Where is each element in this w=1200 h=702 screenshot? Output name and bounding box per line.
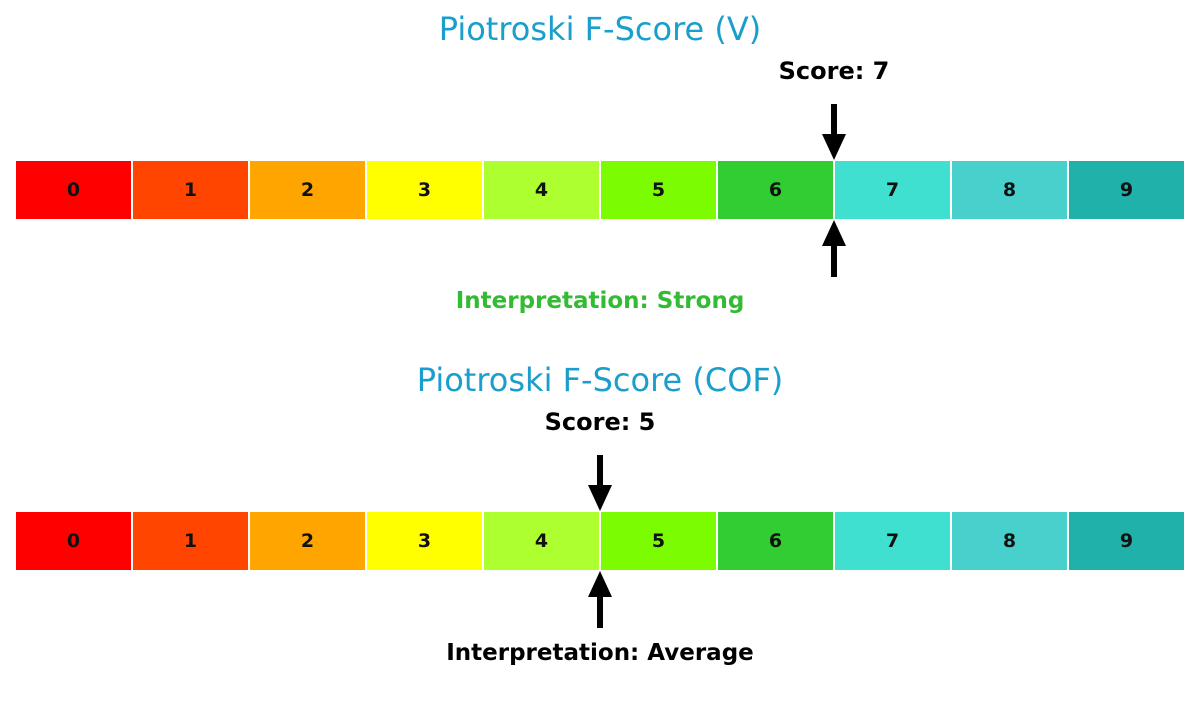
segment-5: 5 [601, 512, 718, 570]
segment-1: 1 [133, 512, 250, 570]
segment-0: 0 [16, 161, 133, 219]
score-bar-cof: 0 1 2 3 4 5 6 7 8 9 [16, 512, 1184, 570]
score-label-cof: Score: 5 [544, 408, 656, 436]
segment-8: 8 [952, 512, 1069, 570]
segment-7: 7 [835, 512, 952, 570]
segment-6: 6 [718, 161, 835, 219]
up-arrow-icon [587, 571, 613, 628]
interpretation-v: Interpretation: Strong [455, 288, 745, 314]
segment-2: 2 [250, 512, 367, 570]
segment-5: 5 [601, 161, 718, 219]
segment-6: 6 [718, 512, 835, 570]
segment-3: 3 [367, 161, 484, 219]
score-label-v: Score: 7 [778, 57, 890, 85]
segment-8: 8 [952, 161, 1069, 219]
score-bar-v: 0 1 2 3 4 5 6 7 8 9 [16, 161, 1184, 219]
gauge-title-v: Piotroski F-Score (V) [438, 10, 762, 48]
segment-1: 1 [133, 161, 250, 219]
down-arrow-icon [821, 104, 847, 161]
up-arrow-icon [821, 220, 847, 277]
interpretation-cof: Interpretation: Average [446, 640, 754, 666]
gauge-title-cof: Piotroski F-Score (COF) [416, 361, 784, 399]
segment-4: 4 [484, 161, 601, 219]
segment-2: 2 [250, 161, 367, 219]
segment-3: 3 [367, 512, 484, 570]
down-arrow-icon [587, 455, 613, 512]
segment-7: 7 [835, 161, 952, 219]
segment-0: 0 [16, 512, 133, 570]
segment-9: 9 [1069, 161, 1184, 219]
segment-4: 4 [484, 512, 601, 570]
segment-9: 9 [1069, 512, 1184, 570]
